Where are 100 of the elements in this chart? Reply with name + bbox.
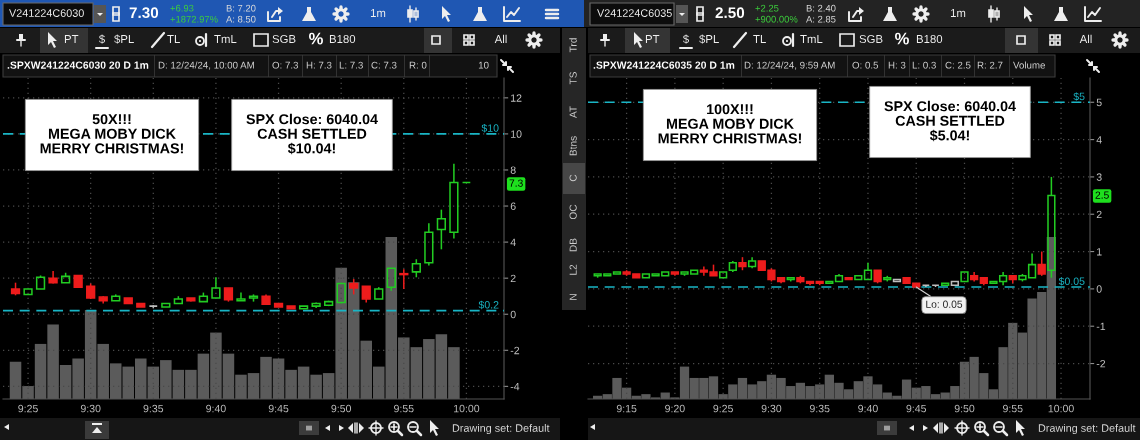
- text: All: [494, 34, 507, 43]
- text: $PL: [699, 34, 719, 44]
- text: %: [309, 32, 323, 45]
- text: 2.5: [1095, 191, 1109, 199]
- y-tick-label: 12: [511, 94, 522, 102]
- text: TL: [753, 35, 766, 43]
- text: 2.50: [715, 7, 745, 19]
- y-tick-label: 3: [1096, 173, 1102, 181]
- candlestick: [73, 274, 83, 288]
- text: SGB: [859, 34, 883, 44]
- text: H: 3: [888, 61, 906, 69]
- candlestick: [612, 271, 622, 275]
- y-tick-label: -2: [1096, 359, 1106, 368]
- candlestick: [960, 271, 969, 283]
- candlestick: [48, 270, 58, 284]
- x-tick-label: 10:00: [454, 404, 480, 413]
- x-tick-label: 9:40: [206, 404, 226, 413]
- y-tick-label: 10: [511, 130, 522, 138]
- y-tick-label: 6: [510, 202, 516, 210]
- text: $PL: [114, 34, 134, 44]
- text: 7.30: [129, 7, 159, 19]
- text: L: 0.3: [912, 61, 936, 69]
- x-tick-label: 9:30: [761, 404, 782, 413]
- text: H: 7.3: [306, 61, 332, 69]
- candlestick: [863, 261, 873, 281]
- text: L: 7.3: [339, 61, 363, 69]
- text: PT: [64, 35, 79, 43]
- x-tick-label: 9:15: [616, 404, 637, 413]
- text: All: [1079, 34, 1092, 43]
- text: TS: [569, 71, 577, 85]
- candlestick: [298, 305, 309, 310]
- text: B: 7.20: [226, 4, 256, 12]
- text: PT: [645, 35, 660, 43]
- annotation: SPX Close: 6040.04 CASH SETTLED $10.04!: [246, 113, 378, 155]
- x-tick-label: 9:55: [1002, 404, 1023, 413]
- y-tick-label: 4: [1096, 136, 1102, 144]
- text: D: 12/24/24, 10:00 AM: [158, 61, 254, 70]
- y-tick-label: 0: [510, 310, 516, 319]
- x-tick-label: 9:55: [394, 404, 414, 413]
- chart-title: .SPXW241224C6035 20 D 1m: [593, 61, 735, 69]
- candlestick: [854, 275, 863, 281]
- text: 1m: [370, 9, 386, 17]
- candlestick: [424, 222, 434, 267]
- candlestick: [23, 288, 33, 296]
- candlestick: [236, 291, 246, 302]
- text: TmL: [800, 35, 823, 43]
- y-tick-label: 5: [1096, 98, 1102, 107]
- x-tick-label: 9:35: [809, 404, 830, 413]
- text: D: 12/24/24, 9:59 AM: [744, 61, 835, 70]
- candlestick: [186, 297, 196, 302]
- x-tick-label: 9:40: [858, 404, 878, 413]
- text: C: [569, 174, 577, 182]
- text: 10: [478, 61, 489, 69]
- candlestick: [399, 268, 409, 290]
- text: %: [895, 32, 909, 45]
- text: Drawing set: Default: [452, 423, 550, 435]
- ref-line-label: $0.05: [1058, 277, 1085, 286]
- x-tick-label: 9:30: [80, 404, 101, 413]
- candlestick: [136, 302, 146, 308]
- x-tick-label: 9:20: [665, 404, 685, 413]
- candlestick: [361, 285, 371, 304]
- y-tick-label: 2: [510, 274, 516, 282]
- text: O: 7.3: [272, 61, 299, 69]
- text: C: 7.3: [371, 61, 397, 69]
- text: +1872.97%: [170, 15, 218, 23]
- y-tick-label: 4: [510, 238, 516, 246]
- candlestick: [286, 305, 296, 310]
- text: B180: [916, 34, 943, 44]
- candlestick: [1008, 275, 1017, 285]
- text: A: 8.50: [226, 15, 256, 23]
- candlestick: [941, 282, 950, 286]
- y-tick-label: -2: [510, 346, 520, 355]
- text: C: 2.5: [945, 61, 971, 69]
- x-tick-label: 10:00: [1048, 404, 1074, 413]
- ref-line-label: $5: [1073, 92, 1085, 101]
- candlestick: [719, 271, 728, 279]
- annotation: 50X!!! MEGA MOBY DICK MERRY CHRISTMAS!: [40, 114, 183, 154]
- text: SGB: [272, 34, 296, 44]
- candlestick: [950, 280, 959, 286]
- text: N: [569, 294, 577, 300]
- y-tick-label: -4: [510, 382, 520, 391]
- y-tick-label: -1: [1096, 322, 1106, 331]
- text: 7.3: [509, 179, 523, 187]
- x-tick-label: 9:35: [143, 404, 164, 413]
- x-tick-label: 9:45: [906, 404, 927, 413]
- candlestick: [161, 302, 171, 308]
- text: A: 2.85: [806, 15, 836, 23]
- chart-title: .SPXW241224C6030 20 D 1m: [7, 61, 149, 69]
- y-tick-label: 1: [1097, 248, 1102, 256]
- x-tick-label: 9:50: [954, 404, 975, 413]
- x-tick-label: 9:25: [18, 404, 38, 413]
- text: V241224C6035: [597, 9, 672, 17]
- annotation: SPX Close: 6040.04 CASH SETTLED $5.04!: [884, 100, 1016, 142]
- ref-line-label: $0.2: [478, 300, 499, 310]
- text: L2: [569, 264, 577, 275]
- text: B: 2.40: [806, 4, 836, 12]
- candlestick: [449, 162, 459, 240]
- text: OC: [569, 204, 577, 220]
- y-tick-label: 0: [1096, 285, 1102, 293]
- text: Volume: [1013, 61, 1045, 69]
